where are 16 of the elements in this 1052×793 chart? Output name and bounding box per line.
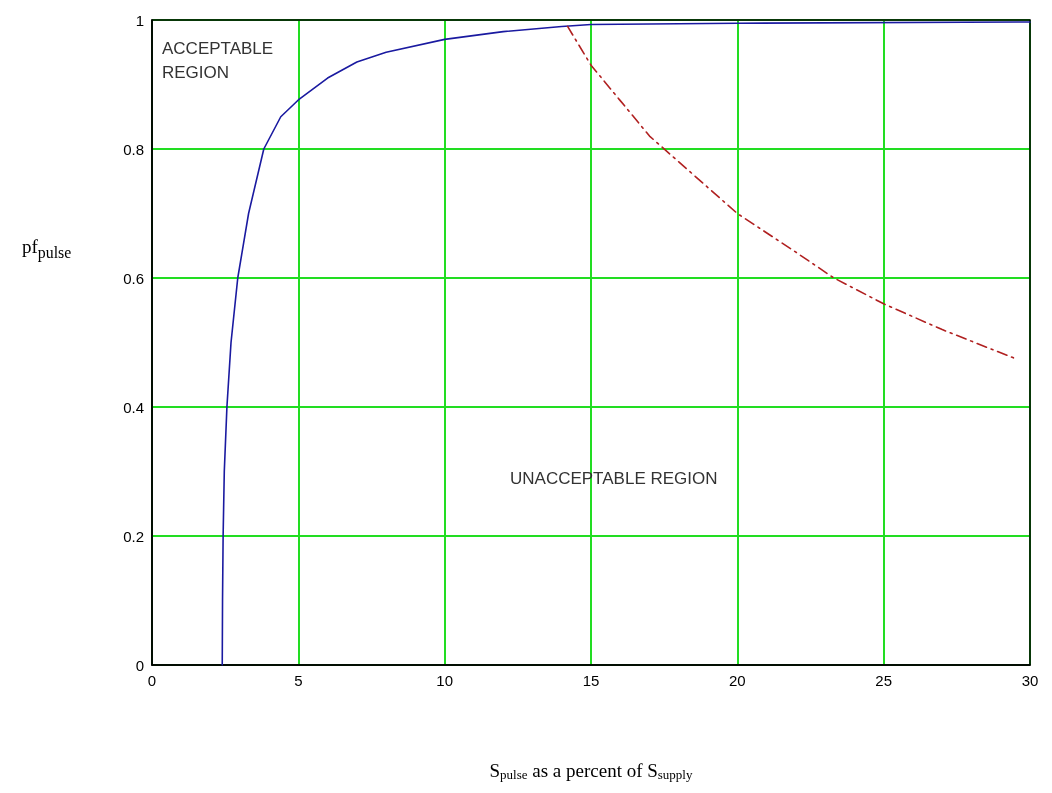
y-axis-title: pf$_{pulse}$ (22, 236, 72, 262)
y-tick-label: 0.8 (123, 140, 144, 158)
x-tick-label: 15 (582, 672, 600, 689)
y-tick-label: 0.2 (123, 527, 144, 545)
x-tick-label: 30 (1021, 672, 1039, 689)
x-tick-label: 0 (147, 672, 157, 689)
y-tick-label: 0 (135, 656, 144, 674)
y-tick-label: 0.6 (123, 269, 144, 287)
x-tick-label: 25 (875, 672, 893, 689)
annotation: ACCEPTABLE REGION (162, 38, 278, 82)
x-tick-label: 10 (436, 672, 454, 689)
x-tick-label: 20 (728, 672, 746, 689)
y-tick-label: 0.4 (123, 398, 144, 416)
y-tick-label: 1 (135, 11, 144, 29)
x-tick-label: 5 (294, 672, 303, 689)
line-series (566, 25, 1017, 360)
